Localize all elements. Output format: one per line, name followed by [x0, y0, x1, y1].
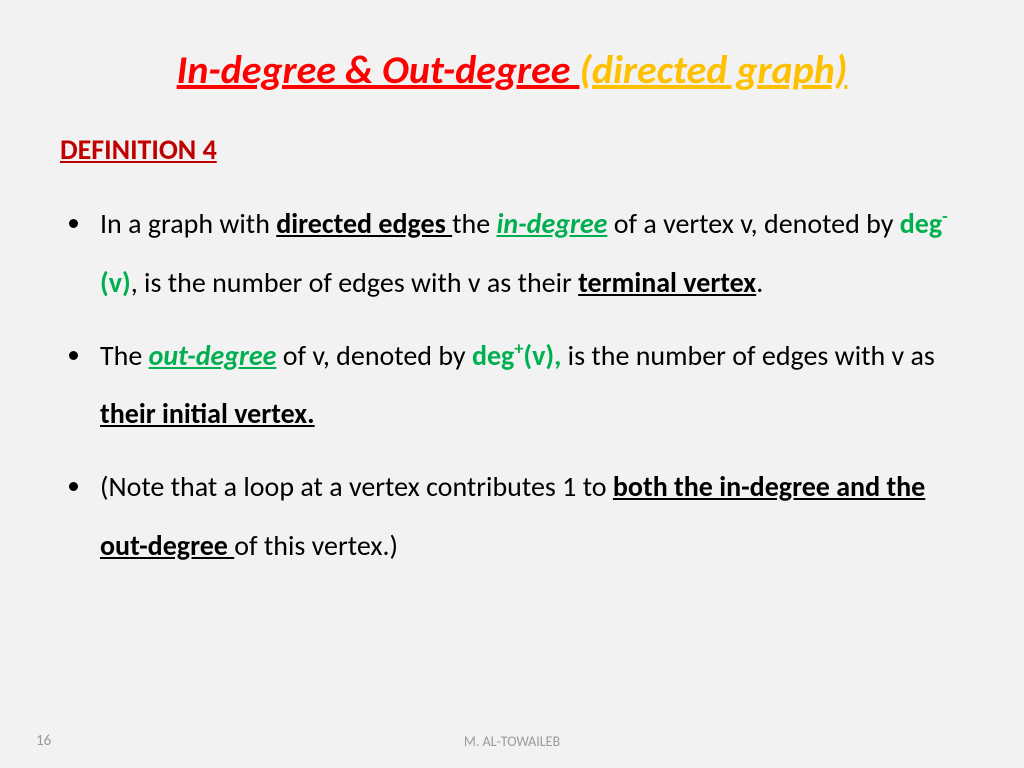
text: , is the number of edges with v as their: [131, 265, 578, 300]
text: The: [100, 338, 149, 373]
title-part-red: In-degree & Out-degree: [177, 45, 580, 94]
text-bold-underline: directed edges: [276, 206, 452, 241]
text-bold-underline: their initial vertex.: [100, 396, 315, 431]
slide-title: In-degree & Out-degree (directed graph): [60, 45, 964, 94]
footer-author: M. AL-TOWAILEB: [0, 733, 1024, 750]
text: In a graph with: [100, 206, 276, 241]
bullet-3: (Note that a loop at a vertex contribute…: [94, 458, 964, 576]
text: (Note that a loop at a vertex contribute…: [100, 469, 613, 504]
text: .: [756, 265, 763, 300]
bullet-1: In a graph with directed edges the in-de…: [94, 195, 964, 313]
text-green: deg+(v),: [472, 338, 561, 373]
text: of a vertex v, denoted by: [607, 206, 899, 241]
bullet-list: In a graph with directed edges the in-de…: [60, 195, 964, 576]
text: of v, denoted by: [276, 338, 472, 373]
definition-heading: DEFINITION 4: [60, 132, 964, 167]
text: of this vertex.): [234, 528, 398, 563]
title-part-yellow: (directed graph): [579, 45, 847, 94]
text: is the number of edges with v as: [561, 338, 935, 373]
text: the: [452, 206, 496, 241]
text-green-italic: in-degree: [496, 206, 607, 241]
text-bold-underline: terminal vertex: [578, 265, 756, 300]
footer-page-number: 16: [36, 732, 51, 750]
text-green-italic: out-degree: [149, 338, 277, 373]
slide-content: In-degree & Out-degree (directed graph) …: [0, 0, 1024, 610]
bullet-2: The out-degree of v, denoted by deg+(v),…: [94, 327, 964, 445]
